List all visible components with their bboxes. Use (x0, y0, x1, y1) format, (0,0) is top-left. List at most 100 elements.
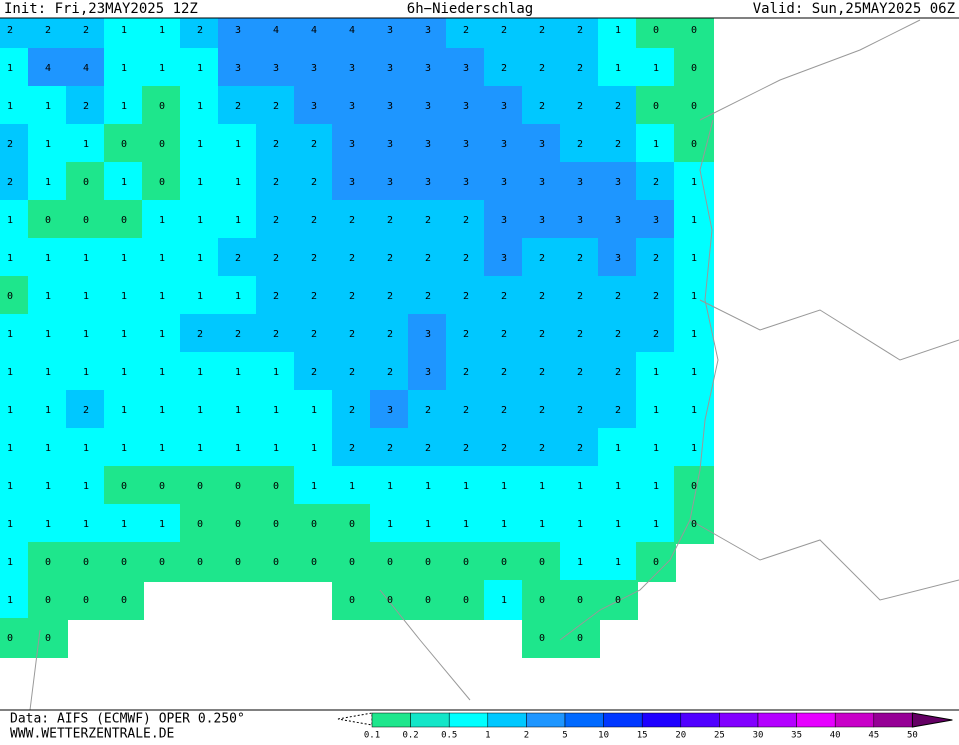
grid-value: 1 (121, 329, 127, 340)
precip-cell (294, 466, 334, 506)
grid-value: 2 (463, 291, 469, 302)
grid-value: 0 (121, 595, 127, 606)
precip-cell (560, 390, 600, 430)
grid-value: 0 (159, 101, 165, 112)
precip-cell (66, 428, 106, 468)
grid-value: 2 (615, 291, 621, 302)
precip-cell (408, 314, 448, 354)
precip-cell (28, 238, 68, 278)
precip-cell (484, 428, 524, 468)
precip-cell (522, 542, 562, 582)
grid-value: 1 (691, 443, 697, 454)
precip-cell (636, 314, 676, 354)
precip-cell (598, 124, 638, 164)
grid-value: 0 (197, 557, 203, 568)
grid-value: 2 (387, 291, 393, 302)
precip-cell (104, 390, 144, 430)
grid-value: 3 (349, 139, 355, 150)
grid-value: 1 (615, 443, 621, 454)
precip-cell (636, 542, 676, 582)
grid-value: 2 (235, 101, 241, 112)
precip-cell (66, 124, 106, 164)
precip-cell (522, 618, 562, 658)
grid-value: 3 (425, 139, 431, 150)
grid-value: 2 (615, 405, 621, 416)
grid-value: 0 (539, 557, 545, 568)
precip-cell (332, 504, 372, 544)
grid-value: 2 (273, 139, 279, 150)
grid-value: 1 (45, 481, 51, 492)
precip-cell (332, 390, 372, 430)
grid-value: 1 (653, 63, 659, 74)
grid-value: 1 (425, 519, 431, 530)
precip-cell (28, 390, 68, 430)
precip-cell (446, 86, 486, 126)
precip-cell (66, 276, 106, 316)
precip-cell (104, 352, 144, 392)
border-line (379, 589, 471, 701)
grid-value: 1 (7, 367, 13, 378)
precip-cell (104, 86, 144, 126)
grid-value: 2 (577, 367, 583, 378)
grid-value: 1 (653, 139, 659, 150)
grid-value: 1 (197, 405, 203, 416)
precip-cell (104, 48, 144, 88)
precip-cell (66, 238, 106, 278)
grid-value: 3 (387, 139, 393, 150)
precip-cell (180, 86, 220, 126)
precip-cell (370, 352, 410, 392)
grid-value: 2 (615, 139, 621, 150)
precip-cell (674, 162, 714, 202)
precip-cell (484, 276, 524, 316)
precip-cell (636, 48, 676, 88)
precip-cell (370, 428, 410, 468)
grid-value: 2 (7, 177, 13, 188)
grid-value: 0 (83, 177, 89, 188)
grid-value: 3 (425, 329, 431, 340)
grid-value: 1 (7, 329, 13, 340)
precip-cell (484, 580, 524, 620)
precip-cell (66, 162, 106, 202)
grid-value: 1 (159, 405, 165, 416)
grid-value: 3 (615, 177, 621, 188)
precip-cell (0, 618, 30, 658)
colorbar-label: 35 (791, 731, 802, 741)
grid-value: 1 (45, 101, 51, 112)
precip-cell (0, 428, 30, 468)
precip-cell (522, 86, 562, 126)
grid-value: 0 (691, 519, 697, 530)
grid-value: 1 (691, 367, 697, 378)
precip-cell (0, 504, 30, 544)
precip-cell (522, 48, 562, 88)
precip-cell (332, 162, 372, 202)
precip-cell (104, 542, 144, 582)
grid-value: 1 (691, 177, 697, 188)
precip-cell (332, 542, 372, 582)
precip-cell (180, 238, 220, 278)
grid-value: 3 (387, 25, 393, 36)
precip-cell (446, 542, 486, 582)
precip-cell (636, 200, 676, 240)
grid-value: 1 (197, 291, 203, 302)
colorbar-box (796, 712, 836, 728)
colorbar-box (719, 712, 759, 728)
precip-cell (142, 200, 182, 240)
precip-cell (560, 504, 600, 544)
grid-value: 1 (159, 329, 165, 340)
precip-cell (66, 200, 106, 240)
grid-value: 1 (235, 443, 241, 454)
precip-cell (142, 162, 182, 202)
grid-value: 0 (83, 595, 89, 606)
grid-value: 1 (653, 519, 659, 530)
grid-value: 1 (197, 253, 203, 264)
precip-cell (180, 124, 220, 164)
grid-value: 3 (501, 101, 507, 112)
precip-cell (28, 542, 68, 582)
source-label: Data: AIFS (ECMWF) OPER 0.250° (10, 712, 245, 727)
precip-cell (28, 86, 68, 126)
colorbar-label: 2 (524, 731, 529, 741)
grid-value: 0 (159, 481, 165, 492)
grid-value: 1 (311, 405, 317, 416)
grid-value: 2 (349, 291, 355, 302)
grid-value: 1 (653, 405, 659, 416)
